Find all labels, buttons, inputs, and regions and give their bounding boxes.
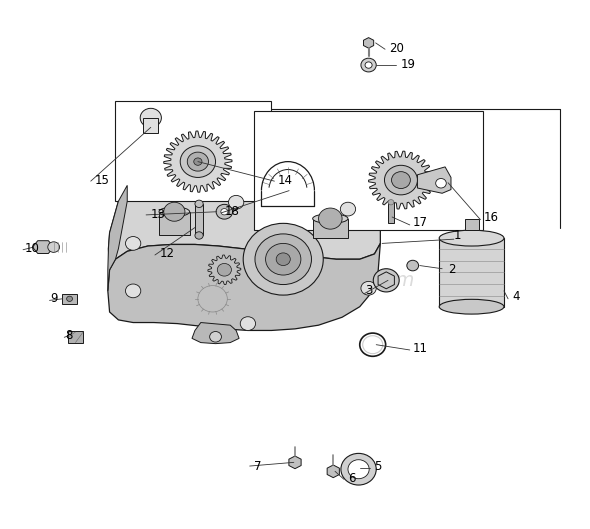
Text: 4: 4 bbox=[513, 290, 520, 303]
Circle shape bbox=[361, 281, 376, 295]
Text: 15: 15 bbox=[95, 174, 110, 187]
Text: 1: 1 bbox=[454, 229, 461, 242]
Text: 10: 10 bbox=[24, 242, 39, 255]
Ellipse shape bbox=[159, 207, 189, 216]
Circle shape bbox=[385, 165, 418, 195]
Circle shape bbox=[240, 317, 255, 331]
Circle shape bbox=[48, 242, 60, 252]
Circle shape bbox=[140, 108, 162, 127]
Polygon shape bbox=[208, 255, 241, 285]
Text: 6: 6 bbox=[348, 472, 355, 485]
Bar bbox=[439, 238, 504, 307]
Polygon shape bbox=[363, 38, 373, 48]
Circle shape bbox=[276, 253, 290, 266]
Circle shape bbox=[266, 243, 301, 275]
Circle shape bbox=[228, 195, 244, 209]
Circle shape bbox=[435, 178, 446, 188]
Polygon shape bbox=[289, 456, 301, 469]
Circle shape bbox=[67, 296, 73, 302]
Text: 17: 17 bbox=[413, 216, 428, 229]
Polygon shape bbox=[32, 241, 54, 253]
Circle shape bbox=[126, 236, 141, 250]
Text: 18: 18 bbox=[224, 205, 239, 218]
Bar bbox=[68, 331, 83, 343]
Circle shape bbox=[194, 158, 202, 165]
Circle shape bbox=[340, 202, 356, 216]
Text: 13: 13 bbox=[151, 208, 166, 221]
Circle shape bbox=[255, 234, 312, 285]
Circle shape bbox=[180, 146, 215, 177]
Polygon shape bbox=[108, 243, 381, 331]
Bar bbox=[195, 204, 203, 235]
Text: 12: 12 bbox=[160, 248, 175, 260]
Circle shape bbox=[373, 269, 399, 292]
Circle shape bbox=[348, 460, 369, 479]
Polygon shape bbox=[108, 185, 127, 291]
Circle shape bbox=[217, 263, 231, 276]
Circle shape bbox=[407, 260, 419, 271]
Bar bbox=[63, 294, 77, 304]
Polygon shape bbox=[192, 323, 239, 344]
Polygon shape bbox=[164, 131, 232, 192]
Circle shape bbox=[221, 208, 228, 215]
Text: 3: 3 bbox=[366, 285, 373, 297]
Text: 5: 5 bbox=[375, 460, 382, 472]
Circle shape bbox=[126, 284, 141, 298]
Polygon shape bbox=[327, 465, 339, 478]
Bar bbox=[159, 212, 189, 235]
Circle shape bbox=[319, 208, 342, 229]
Ellipse shape bbox=[439, 230, 504, 246]
Circle shape bbox=[341, 453, 376, 485]
Text: 7: 7 bbox=[254, 460, 261, 472]
Text: 11: 11 bbox=[413, 342, 428, 355]
Circle shape bbox=[195, 232, 203, 239]
Ellipse shape bbox=[439, 299, 504, 314]
Text: eReplacementParts.com: eReplacementParts.com bbox=[176, 271, 414, 290]
Polygon shape bbox=[143, 118, 159, 133]
Circle shape bbox=[209, 332, 221, 342]
Text: 9: 9 bbox=[51, 293, 58, 305]
Circle shape bbox=[195, 200, 203, 207]
Circle shape bbox=[164, 202, 185, 221]
Polygon shape bbox=[109, 175, 381, 270]
Text: 19: 19 bbox=[401, 58, 416, 70]
Circle shape bbox=[216, 204, 232, 219]
Circle shape bbox=[392, 171, 411, 188]
Ellipse shape bbox=[313, 214, 348, 223]
Circle shape bbox=[388, 199, 394, 205]
Polygon shape bbox=[369, 151, 433, 209]
Text: 20: 20 bbox=[389, 42, 404, 54]
Text: 14: 14 bbox=[277, 174, 292, 187]
Polygon shape bbox=[418, 167, 451, 193]
Text: 16: 16 bbox=[483, 211, 499, 224]
Bar bbox=[313, 218, 348, 238]
Bar bbox=[388, 202, 394, 223]
Text: 2: 2 bbox=[448, 263, 455, 276]
Circle shape bbox=[361, 58, 376, 72]
Text: 8: 8 bbox=[65, 329, 73, 342]
Bar bbox=[254, 112, 483, 230]
Circle shape bbox=[243, 223, 323, 295]
Bar bbox=[464, 218, 478, 230]
Bar bbox=[116, 101, 271, 201]
Circle shape bbox=[187, 152, 208, 171]
Circle shape bbox=[365, 62, 372, 68]
